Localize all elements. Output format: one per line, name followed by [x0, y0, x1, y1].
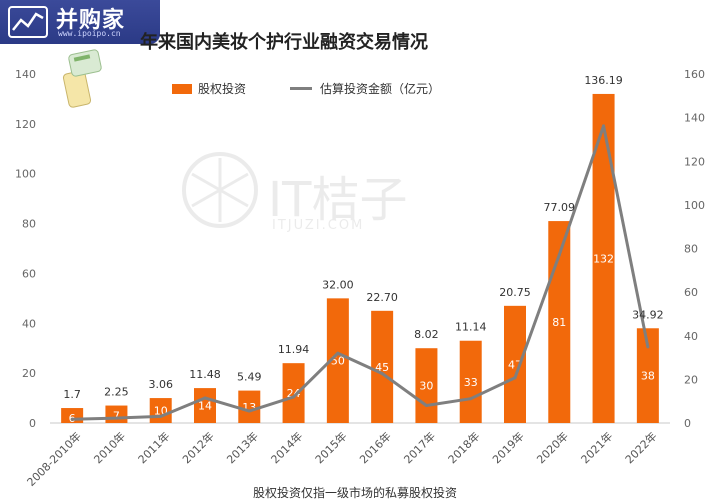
y-tick-label: 60 — [22, 267, 36, 280]
x-tick-label: 2019年 — [489, 429, 526, 466]
watermark: IT桔子 ITJUZI.COM — [180, 150, 407, 234]
x-tick-label: 2017年 — [401, 429, 438, 466]
y2-tick-label: 40 — [684, 330, 698, 343]
y2-tick-label: 160 — [684, 68, 705, 81]
line-value-label: 11.14 — [455, 321, 487, 334]
y-tick-label: 40 — [22, 317, 36, 330]
bar-value-label: 14 — [198, 400, 212, 413]
bar-value-label: 7 — [113, 410, 120, 423]
x-tick-label: 2012年 — [179, 429, 216, 466]
x-tick-label: 2011年 — [135, 429, 172, 466]
x-tick-label: 2018年 — [445, 429, 482, 466]
x-tick-label: 2015年 — [312, 429, 349, 466]
y-tick-label: 20 — [22, 367, 36, 380]
y-tick-label: 100 — [15, 168, 36, 181]
line-value-label: 20.75 — [499, 286, 531, 299]
x-tick-label: 2022年 — [622, 429, 659, 466]
legend-item-line: 估算投资金额（亿元） — [290, 80, 440, 97]
bar — [504, 305, 526, 423]
chart-title: 年来国内美妆个护行业融资交易情况 — [140, 32, 428, 53]
line-value-label: 11.94 — [278, 343, 310, 356]
y-tick-label: 80 — [22, 218, 36, 231]
line-point — [469, 397, 473, 401]
bar — [282, 363, 305, 423]
line-value-label: 8.02 — [414, 328, 439, 341]
legend-item-bar: 股权投资 — [172, 80, 246, 97]
line-point — [646, 345, 650, 349]
y2-tick-label: 0 — [684, 417, 691, 430]
line-point — [114, 416, 118, 420]
bar — [459, 340, 482, 423]
bar — [326, 298, 349, 423]
line-point — [247, 409, 251, 413]
x-tick-label: 2016年 — [356, 429, 393, 466]
line-value-label: 22.70 — [366, 291, 398, 304]
line-value-label: 11.48 — [189, 368, 221, 381]
y2-tick-label: 20 — [684, 373, 698, 386]
line-value-label: 2.25 — [104, 386, 129, 399]
bar — [238, 390, 261, 423]
watermark-subtext: ITJUZI.COM — [272, 218, 365, 233]
series-line — [72, 124, 650, 421]
bar-value-label: 81 — [552, 316, 566, 329]
y2-tick-label: 60 — [684, 286, 698, 299]
bar-value-label: 38 — [641, 370, 655, 383]
line-point — [424, 404, 428, 408]
orange-logo-icon — [182, 152, 258, 228]
bar — [592, 93, 615, 423]
chart-footnote: 股权投资仅指一级市场的私募股权投资 — [252, 486, 457, 500]
x-tick-label: 2021年 — [578, 429, 615, 466]
line-point — [602, 124, 606, 128]
x-tick-label: 2010年 — [91, 429, 128, 466]
line-value-label: 1.7 — [63, 388, 81, 401]
line-point — [292, 395, 296, 399]
site-logo-url: www.ipoipo.cn — [58, 29, 121, 38]
bar — [371, 310, 394, 423]
x-tick-label: 2020年 — [534, 429, 571, 466]
y2-tick-label: 80 — [684, 243, 698, 256]
bar — [194, 388, 216, 423]
x-tick-label: 2013年 — [224, 429, 261, 466]
drink-icon — [60, 42, 104, 112]
legend-label-line: 估算投资金额（亿元） — [320, 82, 441, 96]
y2-tick-label: 100 — [684, 199, 705, 212]
bar — [636, 328, 659, 423]
line-value-label: 77.09 — [544, 201, 576, 214]
x-tick-label: 2008-2010年 — [24, 429, 84, 489]
line-value-label: 136.19 — [584, 74, 623, 87]
bar-value-label: 33 — [464, 376, 478, 389]
line-point — [380, 371, 384, 375]
legend-swatch-line — [290, 87, 312, 90]
line-value-label: 34.92 — [632, 308, 664, 321]
y2-tick-label: 140 — [684, 112, 705, 125]
x-tick-label: 2014年 — [268, 429, 305, 466]
watermark-text: IT桔子 — [268, 172, 408, 228]
y-tick-label: 0 — [29, 417, 36, 430]
line-point — [70, 417, 74, 421]
line-value-label: 3.06 — [148, 378, 173, 391]
site-logo-name: 并购家 — [56, 8, 126, 33]
line-point — [159, 414, 163, 418]
bar-value-label: 30 — [419, 380, 433, 393]
chart-logo-icon — [8, 6, 48, 38]
y-tick-label: 140 — [15, 68, 36, 81]
line-value-label: 32.00 — [322, 278, 354, 291]
line-point — [557, 253, 561, 257]
bar-value-label: 132 — [593, 252, 614, 265]
line-point — [513, 376, 517, 380]
y-tick-label: 120 — [15, 118, 36, 131]
y2-tick-label: 120 — [684, 155, 705, 168]
line-point — [336, 351, 340, 355]
line-value-label: 5.49 — [237, 371, 262, 384]
site-logo: 并购家 www.ipoipo.cn — [0, 0, 160, 44]
line-point — [203, 396, 207, 400]
legend-swatch-bar — [172, 83, 192, 94]
legend-label-bar: 股权投资 — [198, 82, 247, 96]
